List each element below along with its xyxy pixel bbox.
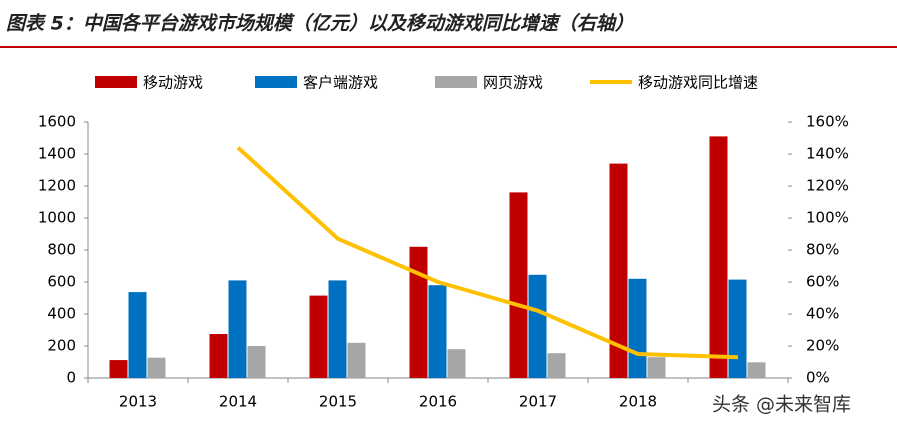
y-tick-label: 1600 (38, 113, 76, 131)
bar (547, 353, 566, 378)
bar (509, 192, 528, 378)
bar (228, 280, 247, 378)
legend-label: 移动游戏同比增速 (638, 74, 758, 92)
x-tick-label: 2013 (119, 393, 157, 411)
y-tick-label: 1400 (38, 145, 76, 163)
bar (247, 346, 266, 378)
legend-label: 网页游戏 (483, 74, 543, 92)
bar (528, 274, 547, 378)
x-tick-label: 2014 (219, 393, 257, 411)
bar (447, 349, 466, 378)
y2-tick-label: 100% (806, 209, 849, 227)
x-tick-label: 2016 (419, 393, 457, 411)
y-tick-label: 800 (47, 241, 76, 259)
x-tick-label: 2017 (519, 393, 557, 411)
bar (428, 285, 447, 378)
y2-tick-label: 120% (806, 177, 849, 195)
bar (647, 357, 666, 378)
y-tick-label: 1200 (38, 177, 76, 195)
y2-tick-label: 60% (806, 273, 839, 291)
bar (609, 163, 628, 378)
legend-label: 客户端游戏 (303, 74, 378, 92)
legend-swatch (255, 76, 297, 88)
bar (128, 292, 147, 378)
y2-tick-label: 40% (806, 305, 839, 323)
bar (147, 357, 166, 378)
y2-tick-label: 140% (806, 145, 849, 163)
legend-swatch (95, 76, 137, 88)
legend-swatch (435, 76, 477, 88)
legend-label: 移动游戏 (143, 74, 203, 92)
x-tick-label: 2018 (619, 393, 657, 411)
bar (709, 136, 728, 378)
y2-tick-label: 20% (806, 337, 839, 355)
bar (728, 279, 747, 378)
y-tick-label: 400 (47, 305, 76, 323)
y-tick-label: 0 (66, 369, 76, 387)
watermark: 头条 @未来智库 (712, 394, 851, 416)
y2-tick-label: 80% (806, 241, 839, 259)
y2-tick-label: 160% (806, 113, 849, 131)
bar (347, 342, 366, 378)
bar (209, 334, 228, 378)
bar (309, 295, 328, 378)
bar (747, 362, 766, 378)
y-tick-label: 600 (47, 273, 76, 291)
bar (109, 360, 128, 378)
bar (628, 278, 647, 378)
x-tick-label: 2015 (319, 393, 357, 411)
bar (409, 246, 428, 378)
y2-tick-label: 0% (806, 369, 830, 387)
chart-title: 图表 5：中国各平台游戏市场规模（亿元）以及移动游戏同比增速（右轴） (6, 13, 634, 35)
line (236, 146, 739, 360)
y-tick-label: 200 (47, 337, 76, 355)
bar (328, 280, 347, 378)
y-tick-label: 1000 (38, 209, 76, 227)
